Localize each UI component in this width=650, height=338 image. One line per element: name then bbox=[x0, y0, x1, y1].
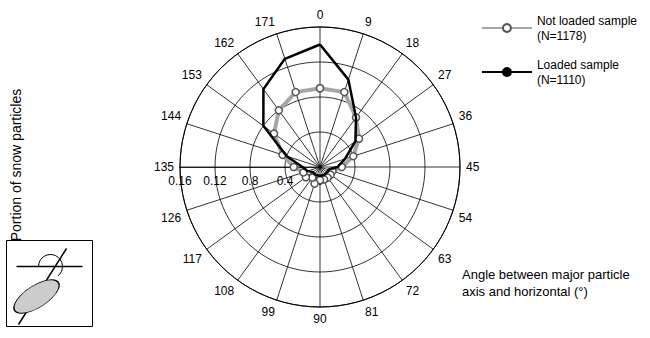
svg-text:144: 144 bbox=[161, 109, 181, 123]
svg-text:9: 9 bbox=[365, 15, 372, 29]
svg-text:0: 0 bbox=[317, 8, 324, 22]
svg-text:Loaded sample: Loaded sample bbox=[537, 58, 619, 72]
svg-text:(N=1110): (N=1110) bbox=[537, 73, 586, 87]
svg-text:0.16: 0.16 bbox=[168, 174, 192, 188]
svg-text:117: 117 bbox=[183, 252, 202, 266]
svg-text:27: 27 bbox=[438, 68, 452, 82]
svg-text:72: 72 bbox=[406, 284, 420, 298]
svg-text:0.8: 0.8 bbox=[242, 174, 259, 188]
svg-text:axis and horizontal (°): axis and horizontal (°) bbox=[462, 284, 588, 299]
svg-text:108: 108 bbox=[214, 284, 234, 298]
svg-text:63: 63 bbox=[438, 252, 452, 266]
svg-text:162: 162 bbox=[214, 36, 234, 50]
svg-text:99: 99 bbox=[262, 305, 276, 319]
svg-text:0.4: 0.4 bbox=[277, 174, 294, 188]
svg-text:45: 45 bbox=[466, 160, 480, 174]
svg-text:Angle between major particle: Angle between major particle bbox=[462, 267, 630, 282]
svg-text:90: 90 bbox=[313, 312, 327, 326]
svg-text:(N=1178): (N=1178) bbox=[537, 29, 586, 43]
svg-text:135: 135 bbox=[154, 160, 174, 174]
svg-text:Not loaded sample: Not loaded sample bbox=[537, 14, 637, 28]
svg-text:Portion of snow particles: Portion of snow particles bbox=[8, 89, 24, 242]
svg-text:18: 18 bbox=[406, 36, 420, 50]
svg-text:54: 54 bbox=[459, 211, 473, 225]
svg-text:0.12: 0.12 bbox=[203, 174, 227, 188]
svg-text:126: 126 bbox=[161, 211, 181, 225]
svg-text:36: 36 bbox=[459, 109, 473, 123]
svg-text:171: 171 bbox=[255, 15, 275, 29]
svg-text:81: 81 bbox=[365, 305, 379, 319]
svg-text:153: 153 bbox=[182, 68, 202, 82]
